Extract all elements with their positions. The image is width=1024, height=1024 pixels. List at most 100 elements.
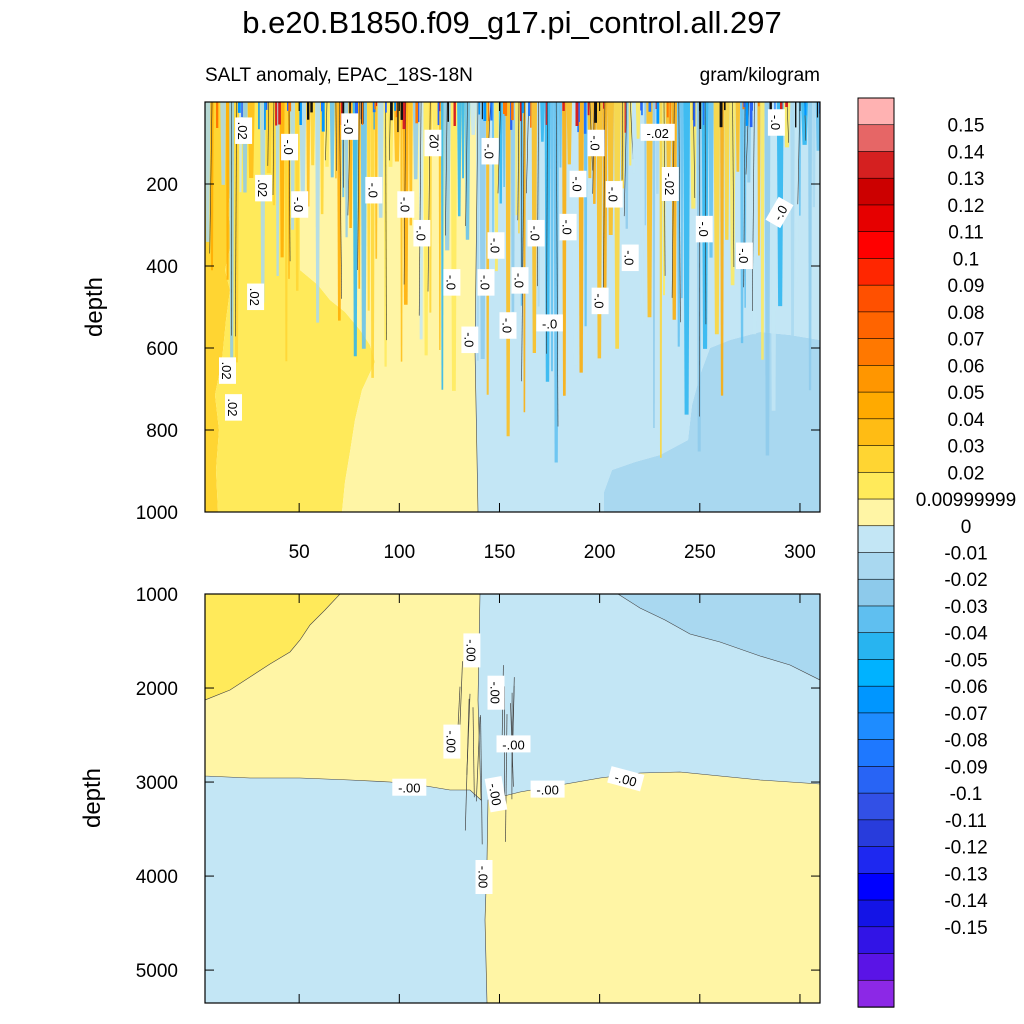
contour-label-text: -.0 <box>397 197 412 212</box>
surface-streak <box>502 102 506 187</box>
colorbar-label: 0.09 <box>948 276 985 297</box>
colorbar-label: -0.1 <box>950 784 983 805</box>
contour-label-text: -.02 <box>662 173 677 195</box>
contour-label-box <box>341 113 359 140</box>
contour-label-box <box>640 123 675 141</box>
contour-label-box <box>735 242 753 270</box>
upper-y-tick-label: 1000 <box>136 503 178 524</box>
contour-label-box <box>499 312 517 339</box>
contour-label-box <box>536 314 563 332</box>
surface-contour-line <box>325 102 328 161</box>
colorbar-label: 0.07 <box>948 330 985 351</box>
upper-y-tick-label: 200 <box>146 175 178 196</box>
surface-extreme-patch <box>373 102 375 130</box>
colorbar-frame <box>857 97 895 1008</box>
contour-label-box <box>487 675 505 710</box>
contour-label-box <box>255 174 273 202</box>
surface-extreme-patch <box>278 102 281 125</box>
surface-streak <box>310 102 316 166</box>
colorbar-label: 0.00999999 <box>916 490 1016 511</box>
contour-label-box <box>463 633 481 668</box>
surface-streak <box>337 102 342 321</box>
colorbar-label: -0.11 <box>945 811 987 832</box>
contour-label-text: -.0 <box>443 275 458 290</box>
surface-extreme-patch <box>216 102 219 128</box>
surface-streak <box>540 102 545 142</box>
contour-label: .02 <box>424 129 442 157</box>
contour-label: -.0 <box>765 196 794 229</box>
surface-streak <box>550 102 554 372</box>
colorbar-swatch <box>857 926 895 955</box>
surface-extreme-patch <box>780 102 783 110</box>
surface-streak <box>631 102 636 174</box>
colorbar-swatch <box>857 739 895 768</box>
surface-streak <box>677 102 681 347</box>
surface-streak <box>812 102 816 208</box>
surface-streak <box>438 102 441 350</box>
colorbar-label: 0.03 <box>948 437 985 458</box>
surface-streak <box>558 102 563 168</box>
surface-contour-line <box>555 102 559 427</box>
surface-streak <box>367 102 371 311</box>
contour-label: -.0 <box>591 287 609 315</box>
surface-contour-line <box>267 102 269 166</box>
upper-x-tick-label: 300 <box>784 542 816 563</box>
contour-label-text: -.02 <box>646 126 668 141</box>
surface-streak <box>265 102 273 173</box>
colorbar-swatch <box>857 284 895 313</box>
contour-label-box <box>461 326 479 354</box>
contour-label: -.00 <box>530 780 565 798</box>
surface-streak <box>740 102 744 344</box>
surface-contour-line <box>537 102 539 287</box>
contour-label-text: -.0 <box>560 220 575 235</box>
contour-label-box <box>281 133 299 161</box>
surface-streak <box>461 102 465 179</box>
contour-label-text: -.0 <box>588 135 603 150</box>
colorbar-swatch <box>857 231 895 260</box>
surface-streak <box>794 102 799 283</box>
surface-contour-line <box>546 102 548 354</box>
colorbar-swatch <box>857 766 895 794</box>
lower-y-tick-label: 3000 <box>136 773 178 794</box>
colorbar-label: -0.09 <box>944 757 987 778</box>
contour-label-box <box>695 215 713 243</box>
surface-extreme-patch <box>415 102 419 124</box>
surface-extreme-patch <box>699 102 702 129</box>
contour-label: .02 <box>247 283 265 311</box>
colorbar-swatch <box>857 525 895 554</box>
colorbar-label: 0.05 <box>948 383 985 404</box>
upper-x-tick-label: 200 <box>584 542 616 563</box>
contour-label-text: -.00 <box>463 639 478 661</box>
contour-label: -.02 <box>640 123 675 141</box>
surface-extreme-patch <box>258 102 260 130</box>
surface-extreme-patch <box>265 102 268 110</box>
colorbar-label: -0.02 <box>944 570 987 591</box>
contour-label-box <box>487 232 505 259</box>
colorbar-label: -0.03 <box>944 597 987 618</box>
surface-contour-line <box>385 102 387 341</box>
contour-label-box <box>225 394 242 421</box>
surface-streak <box>226 102 230 280</box>
upper-contour-labels: .02-.0-.0.02 -.0-.0-.02-.0.02-.0-.0-.0-.0… <box>219 109 794 421</box>
colorbar-label: 0.06 <box>948 356 985 377</box>
surface-streak <box>713 102 721 335</box>
surface-extreme-patch <box>749 102 753 128</box>
lower-y-tick-label: 4000 <box>136 867 178 888</box>
colorbar-swatch <box>857 97 895 126</box>
surface-extreme-patch <box>394 102 397 111</box>
colorbar-label: -0.04 <box>944 624 988 645</box>
surface-streak <box>640 102 645 324</box>
surface-extreme-patch <box>307 102 310 120</box>
contour-label-box <box>765 196 794 229</box>
surface-streak <box>220 102 226 185</box>
surface-extreme-patch <box>666 102 669 118</box>
surface-extreme-patch <box>520 102 522 122</box>
surface-extreme-patch <box>656 102 660 124</box>
colorbar-swatch <box>857 338 895 367</box>
deep-contour-line <box>472 707 475 798</box>
colorbar-swatch <box>857 124 895 153</box>
contour-label-box <box>247 283 265 311</box>
colorbar-label: 0.13 <box>948 169 985 190</box>
surface-mixed-layer <box>205 102 820 512</box>
surface-streak <box>652 102 656 428</box>
